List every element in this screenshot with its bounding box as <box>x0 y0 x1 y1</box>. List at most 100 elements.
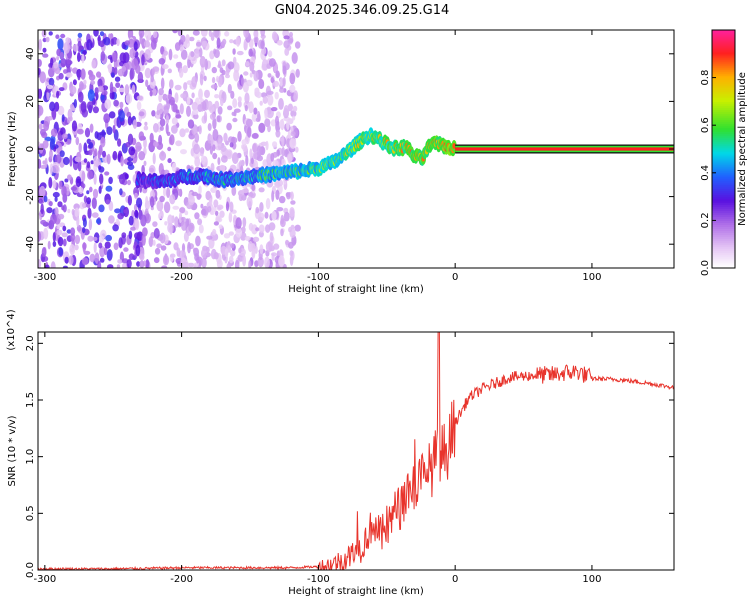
noise-speckle <box>38 88 41 99</box>
noise-speckle <box>156 110 160 116</box>
noise-speckle <box>105 185 113 192</box>
noise-speckle <box>270 152 275 162</box>
colorbar-segment <box>712 81 735 85</box>
colorbar-segment <box>712 137 735 140</box>
noise-speckle <box>45 264 50 268</box>
noise-speckle <box>48 31 53 36</box>
noise-speckle <box>70 227 76 236</box>
noise-speckle <box>38 259 42 268</box>
noise-speckle <box>195 235 201 247</box>
noise-speckle <box>244 104 248 112</box>
noise-speckle <box>56 56 60 61</box>
colorbar-segment <box>712 196 735 200</box>
noise-speckle <box>256 91 262 99</box>
noise-speckle <box>159 195 165 203</box>
noise-speckle <box>149 196 155 208</box>
noise-speckle <box>38 158 42 169</box>
noise-speckle <box>169 79 174 89</box>
noise-speckle <box>182 261 189 268</box>
noise-speckle <box>124 40 131 46</box>
noise-speckle <box>82 218 87 228</box>
noise-speckle <box>80 68 86 80</box>
colorbar-segment <box>712 216 735 220</box>
noise-speckle <box>267 94 274 106</box>
noise-speckle <box>271 31 278 41</box>
noise-speckle <box>285 239 289 246</box>
noise-speckle <box>251 184 256 192</box>
colorbar-segment <box>712 166 735 170</box>
noise-speckle <box>62 265 68 268</box>
noise-speckle <box>165 123 169 135</box>
colorbar-segment <box>712 111 735 114</box>
noise-speckle <box>260 40 265 50</box>
noise-speckle <box>288 38 294 44</box>
noise-speckle <box>283 40 290 49</box>
colorbar-segment <box>712 75 735 79</box>
noise-speckle <box>230 90 235 99</box>
noise-speckle <box>293 90 299 102</box>
noise-speckle <box>99 257 105 263</box>
noise-speckle <box>145 259 150 268</box>
noise-speckle <box>174 84 182 91</box>
noise-speckle <box>156 200 164 212</box>
noise-speckle <box>114 208 121 214</box>
spectrogram-x-axis-label: Height of straight line (km) <box>288 284 424 295</box>
noise-speckle <box>51 164 59 174</box>
noise-speckle <box>295 146 299 153</box>
noise-speckle <box>80 101 87 113</box>
colorbar-segment <box>712 65 735 69</box>
noise-speckle <box>252 236 260 243</box>
spectrogram-y-tick-label: -40 <box>25 236 36 252</box>
noise-speckle <box>164 221 168 226</box>
noise-speckle <box>179 68 184 78</box>
noise-speckle <box>206 235 213 240</box>
noise-speckle <box>78 187 84 194</box>
noise-speckle <box>246 196 253 209</box>
noise-speckle <box>284 47 290 56</box>
noise-speckle <box>281 158 285 164</box>
colorbar-segment <box>712 228 735 231</box>
noise-speckle <box>153 141 159 148</box>
noise-speckle <box>214 100 220 109</box>
noise-speckle <box>60 127 66 136</box>
snr-x-tick-label: -300 <box>33 574 56 585</box>
noise-speckle <box>238 247 242 254</box>
noise-speckle <box>77 52 81 63</box>
noise-speckle <box>175 109 180 114</box>
noise-speckle <box>136 197 143 208</box>
noise-speckle <box>270 77 274 84</box>
noise-speckle <box>294 41 301 49</box>
noise-speckle <box>219 164 226 171</box>
noise-speckle <box>228 231 234 236</box>
noise-speckle <box>249 72 253 78</box>
noise-speckle <box>143 137 147 149</box>
noise-speckle <box>126 161 134 167</box>
noise-speckle <box>77 32 83 38</box>
noise-speckle <box>268 222 276 231</box>
noise-speckle <box>274 181 281 188</box>
noise-speckle <box>261 59 269 71</box>
noise-speckle <box>65 37 71 44</box>
noise-speckle <box>135 244 141 257</box>
noise-speckle <box>194 212 200 220</box>
noise-speckle <box>119 188 123 196</box>
noise-speckle <box>113 99 119 107</box>
noise-speckle <box>50 261 56 268</box>
noise-speckle <box>74 207 80 218</box>
noise-speckle <box>243 71 249 76</box>
noise-speckle <box>264 256 270 268</box>
noise-speckle <box>109 91 115 100</box>
noise-speckle <box>132 119 138 129</box>
noise-speckle <box>211 66 217 74</box>
noise-speckle <box>198 224 204 234</box>
colorbar-segment <box>712 230 735 233</box>
noise-speckle <box>226 122 232 131</box>
noise-speckle <box>148 236 154 248</box>
colorbar-segment <box>712 97 735 101</box>
noise-speckle <box>156 243 162 249</box>
noise-speckle <box>60 58 67 68</box>
noise-speckle <box>248 260 252 268</box>
noise-speckle <box>42 37 47 43</box>
noise-speckle <box>40 128 46 136</box>
noise-speckle <box>209 134 214 141</box>
